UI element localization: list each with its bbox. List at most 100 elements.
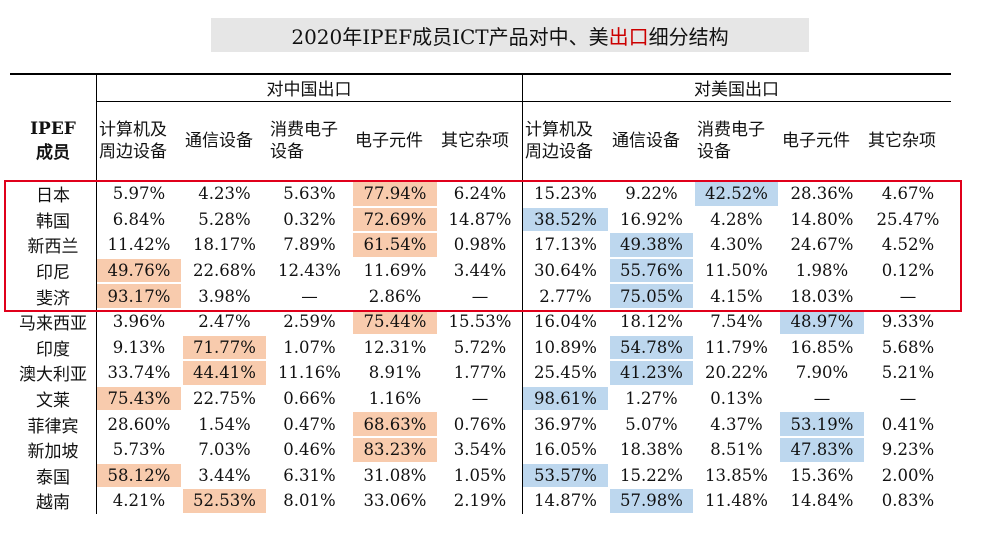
china-value-cell: 3.54%: [453, 440, 507, 460]
us-value-cell: —: [813, 389, 831, 409]
us-value-cell: 53.57%: [523, 463, 608, 488]
china-value-cell: 11.16%: [278, 363, 341, 383]
us-value-cell: 98.61%: [523, 386, 608, 411]
us-value-cell: 10.89%: [534, 337, 597, 357]
us-value-cell: 36.97%: [534, 414, 597, 434]
us-value-cell: 25.47%: [876, 209, 940, 229]
us-value-cell: 15.23%: [534, 184, 597, 204]
china-value-cell: 1.07%: [283, 337, 336, 357]
china-value-cell: 0.47%: [283, 414, 336, 434]
us-value-cell: —: [899, 389, 917, 409]
us-value-cell: 5.21%: [881, 363, 935, 383]
us-value-cell: 11.79%: [705, 337, 768, 357]
us-value-cell: 18.03%: [790, 286, 854, 306]
china-value-cell: 1.54%: [198, 414, 251, 434]
china-value-cell: 5.28%: [198, 209, 251, 229]
us-value-cell: 5.68%: [881, 337, 935, 357]
us-value-cell: 16.04%: [534, 312, 597, 332]
china-value-cell: 61.54%: [353, 233, 437, 257]
china-category-header-2: 消费电子设备: [270, 120, 338, 162]
us-value-cell: 4.37%: [710, 414, 763, 434]
row-label: 文莱: [36, 391, 70, 412]
china-value-cell: 0.76%: [453, 414, 507, 434]
us-value-cell: 41.23%: [610, 361, 693, 385]
china-value-cell: 4.23%: [198, 184, 251, 204]
us-value-cell: 18.38%: [620, 440, 683, 460]
us-value-cell: 47.83%: [780, 438, 864, 462]
us-value-cell: 38.52%: [523, 207, 608, 232]
china-value-cell: 31.08%: [363, 465, 427, 485]
us-value-cell: 57.98%: [610, 489, 693, 513]
china-value-cell: 2.86%: [368, 286, 422, 306]
us-value-cell: 42.52%: [695, 182, 778, 206]
china-value-cell: 22.75%: [193, 389, 256, 409]
row-label: 日本: [36, 186, 70, 207]
us-value-cell: 54.78%: [610, 335, 693, 360]
us-value-cell: 16.85%: [790, 337, 854, 357]
member-column-header: IPEF 成员: [10, 101, 96, 181]
member-header-line: 成员: [36, 143, 70, 163]
china-value-cell: 6.84%: [112, 209, 166, 229]
china-value-cell: 3.96%: [112, 312, 166, 332]
us-value-cell: 7.90%: [795, 363, 849, 383]
china-value-cell: 5.63%: [283, 184, 336, 204]
row-label: 印尼: [36, 263, 70, 284]
china-value-cell: 8.01%: [283, 491, 336, 511]
us-value-cell: 14.84%: [790, 491, 854, 511]
us-value-cell: 4.28%: [710, 209, 763, 229]
us-category-header-4: 其它杂项: [868, 131, 936, 151]
china-value-cell: 77.94%: [353, 182, 437, 206]
member-header-line: IPEF: [30, 119, 76, 139]
china-value-cell: 2.47%: [198, 312, 251, 332]
us-value-cell: 9.22%: [625, 184, 678, 204]
china-category-header-3: 电子元件: [355, 131, 423, 151]
china-value-cell: 11.69%: [363, 261, 427, 281]
us-value-cell: 17.13%: [534, 235, 597, 255]
title-text-end: 细分结构: [648, 24, 729, 49]
china-value-cell: 12.43%: [278, 261, 341, 281]
us-value-cell: 11.48%: [705, 491, 768, 511]
us-value-cell: 28.36%: [790, 184, 854, 204]
us-value-cell: 1.27%: [625, 389, 678, 409]
row-label: 斐济: [36, 288, 70, 309]
us-category-header-2: 消费电子设备: [697, 120, 765, 162]
highlight-outline-box: [4, 180, 962, 312]
china-value-cell: 14.87%: [448, 209, 512, 229]
us-value-cell: 2.00%: [881, 465, 935, 485]
us-value-cell: 16.05%: [534, 440, 597, 460]
us-value-cell: 49.38%: [610, 233, 693, 257]
row-label: 印度: [36, 339, 70, 360]
china-value-cell: 0.46%: [283, 440, 336, 460]
us-value-cell: 13.85%: [705, 465, 768, 485]
us-value-cell: 24.67%: [790, 235, 854, 255]
us-value-cell: 11.50%: [705, 261, 768, 281]
china-value-cell: 44.41%: [183, 361, 266, 385]
us-value-cell: 30.64%: [534, 261, 597, 281]
china-value-cell: 7.03%: [198, 440, 251, 460]
us-value-cell: 1.98%: [795, 261, 849, 281]
us-value-cell: 48.97%: [780, 310, 864, 334]
row-label: 泰国: [36, 467, 70, 488]
china-value-cell: 12.31%: [363, 337, 427, 357]
china-value-cell: 5.73%: [112, 440, 166, 460]
us-value-cell: 15.22%: [620, 465, 683, 485]
us-value-cell: 4.15%: [710, 286, 763, 306]
row-label: 菲律宾: [27, 416, 79, 437]
china-value-cell: 4.21%: [112, 491, 166, 511]
row-label: 澳大利亚: [19, 365, 87, 386]
china-value-cell: 52.53%: [183, 489, 266, 513]
china-category-header-1: 通信设备: [185, 131, 253, 151]
title-text: 2020年IPEF成员ICT产品对中、美: [291, 24, 609, 49]
us-value-cell: 5.07%: [625, 414, 678, 434]
china-value-cell: 22.68%: [193, 261, 256, 281]
us-value-cell: 55.76%: [610, 258, 693, 283]
us-value-cell: 14.87%: [534, 491, 597, 511]
us-value-cell: 18.12%: [620, 312, 683, 332]
china-value-cell: 0.98%: [453, 235, 507, 255]
china-category-header-0: 计算机及周边设备: [99, 120, 167, 162]
us-value-cell: 0.12%: [881, 261, 935, 281]
china-value-cell: 3.98%: [198, 286, 251, 306]
china-value-cell: 93.17%: [97, 284, 181, 308]
china-category-header-4: 其它杂项: [441, 131, 509, 151]
